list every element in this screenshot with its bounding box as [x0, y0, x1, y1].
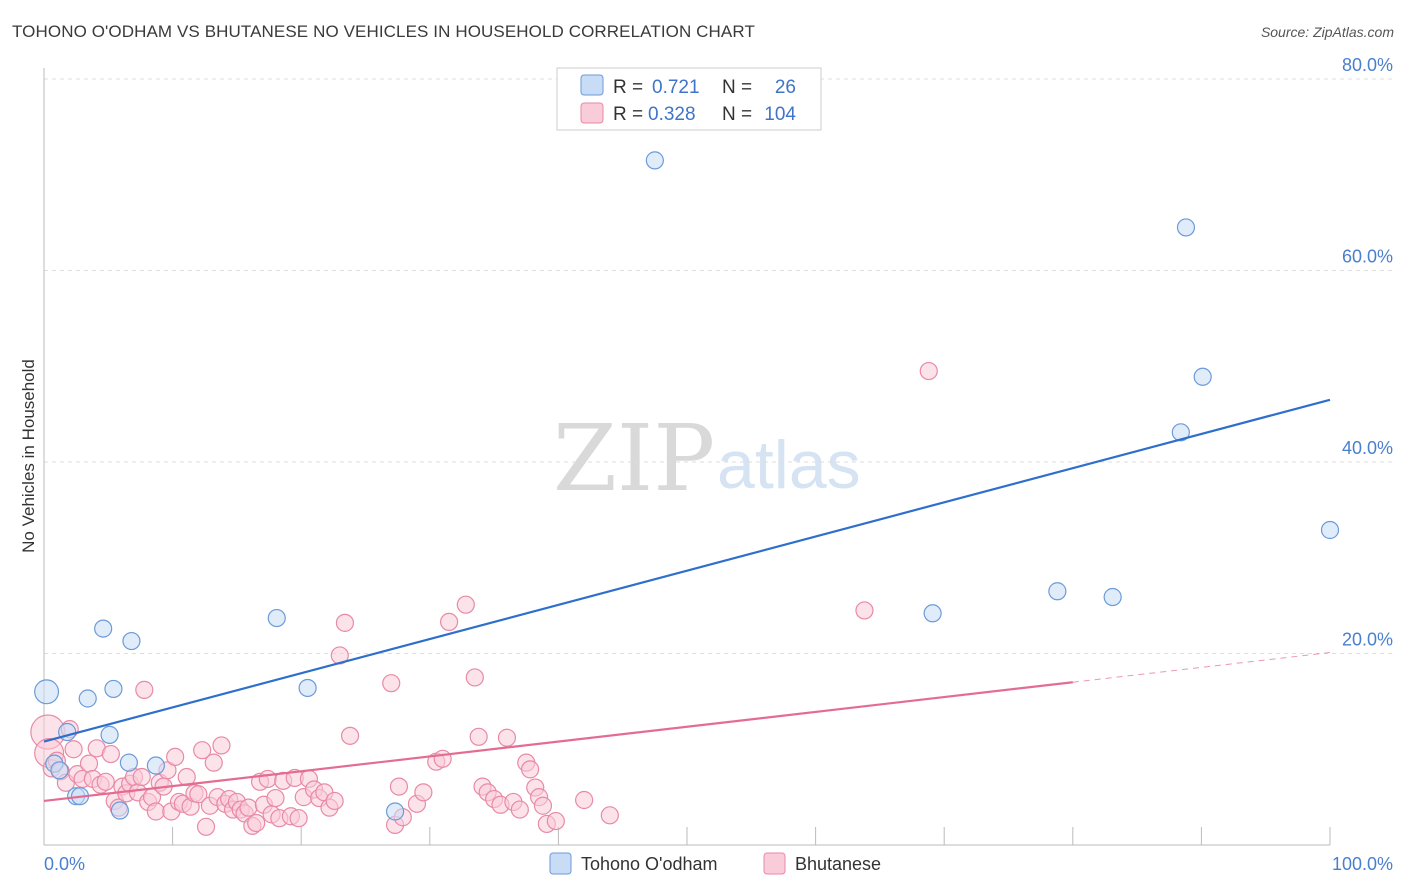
- legend-n-label-tohono: N =: [722, 77, 752, 98]
- watermark: ZIP atlas: [553, 405, 861, 512]
- bhutanese-point: [433, 749, 452, 768]
- tohono-point: [122, 631, 141, 651]
- bhutanese-point: [414, 783, 433, 802]
- bhutanese-point: [193, 741, 212, 760]
- tohono-point: [267, 608, 286, 628]
- y-tick-label: 60.0%: [1342, 247, 1393, 267]
- bhutanese-point: [325, 791, 344, 811]
- bhutanese-point: [146, 802, 165, 821]
- bottom-legend: Tohono O'odham Bhutanese: [549, 852, 881, 875]
- bhutanese-point: [469, 727, 488, 746]
- bhutanese-point: [135, 680, 154, 699]
- bhutanese-point: [340, 726, 360, 745]
- legend-swatch-bhutanese: [580, 102, 604, 124]
- legend-box: R = 0.721 N = 26 R = 0.328 N = 104: [556, 67, 822, 131]
- bhutanese-point: [64, 740, 83, 759]
- bhutanese-point: [335, 613, 355, 632]
- trendline-tohono: [43, 398, 1331, 743]
- source-label: Source: ZipAtlas.com: [1260, 24, 1394, 40]
- bhutanese-point: [247, 813, 266, 833]
- watermark-zip: ZIP: [553, 405, 715, 512]
- tohono-point: [50, 761, 69, 780]
- tohono-point: [1320, 520, 1340, 540]
- bhutanese-point: [465, 668, 484, 687]
- tohono-point: [1193, 367, 1212, 386]
- bhutanese-point: [204, 753, 223, 772]
- tohono-point: [119, 753, 138, 772]
- bhutanese-point: [456, 595, 475, 614]
- bottom-legend-label-bhutanese: Bhutanese: [795, 854, 881, 874]
- bhutanese-point: [289, 809, 308, 828]
- y-tick-labels: 20.0% 40.0% 60.0% 80.0%: [1342, 55, 1393, 650]
- y-tick-label: 80.0%: [1342, 55, 1393, 75]
- bhutanese-point: [382, 674, 401, 693]
- legend-r-label-tohono: R =: [613, 77, 643, 98]
- bhutanese-point: [132, 767, 151, 787]
- bhutanese-point: [196, 817, 216, 836]
- legend-n-label-bhutanese: N =: [722, 104, 752, 125]
- legend-r-value-tohono: 0.721: [652, 77, 700, 98]
- legend-swatch-tohono: [580, 74, 604, 96]
- tohono-point: [1176, 218, 1196, 237]
- y-axis-label: No Vehicles in Household: [19, 359, 38, 553]
- bhutanese-point: [239, 798, 258, 817]
- bhutanese-point: [533, 796, 553, 815]
- bhutanese-point: [521, 760, 540, 779]
- x-tick-label-max: 100.0%: [1332, 854, 1393, 874]
- legend-r-value-bhutanese: 0.328: [648, 104, 696, 125]
- bhutanese-point: [101, 744, 120, 764]
- legend-r-label-bhutanese: R =: [613, 104, 643, 125]
- tohono-point: [100, 725, 119, 744]
- bhutanese-point: [439, 612, 459, 632]
- chart-title: TOHONO O'ODHAM VS BHUTANESE NO VEHICLES …: [12, 22, 755, 41]
- tohono-point: [1048, 582, 1067, 601]
- bhutanese-point: [575, 790, 594, 810]
- bhutanese-point: [919, 361, 938, 381]
- bhutanese-point: [258, 769, 277, 789]
- legend-n-value-tohono: 26: [775, 77, 796, 98]
- trendline-bhutanese: [43, 681, 1073, 803]
- series-bhutanese-points: [30, 361, 938, 836]
- bhutanese-point: [79, 754, 99, 773]
- bhutanese-point: [166, 747, 185, 767]
- x-ticks: [172, 827, 1331, 845]
- y-tick-label: 40.0%: [1342, 438, 1393, 458]
- bhutanese-point: [510, 800, 529, 819]
- bhutanese-point: [266, 788, 285, 808]
- legend-n-value-bhutanese: 104: [764, 104, 796, 125]
- watermark-atlas: atlas: [717, 427, 861, 503]
- bottom-legend-label-tohono: Tohono O'odham: [581, 854, 718, 874]
- bhutanese-point: [855, 601, 874, 620]
- bhutanese-point: [497, 728, 517, 747]
- y-tick-label: 20.0%: [1342, 630, 1393, 650]
- bhutanese-point: [212, 736, 231, 755]
- tohono-point: [146, 756, 165, 775]
- tohono-point: [34, 679, 60, 705]
- trendlines: [43, 398, 1331, 803]
- bhutanese-point: [189, 785, 208, 804]
- bottom-legend-swatch-tohono: [549, 852, 572, 875]
- tohono-point: [1171, 423, 1190, 442]
- bhutanese-point: [96, 772, 115, 791]
- gridlines: [44, 78, 1393, 654]
- x-tick-label-min: 0.0%: [44, 854, 85, 874]
- bhutanese-point: [546, 811, 565, 831]
- tohono-point: [923, 604, 942, 623]
- tohono-point: [104, 679, 123, 699]
- tohono-point: [645, 151, 664, 170]
- tohono-point: [298, 678, 317, 698]
- tohono-point: [385, 802, 405, 821]
- bhutanese-point: [389, 777, 409, 796]
- tohono-point: [94, 619, 113, 638]
- bottom-legend-swatch-bhutanese: [763, 852, 786, 875]
- tohono-point: [110, 801, 129, 820]
- bhutanese-point: [600, 806, 619, 825]
- tohono-point: [78, 689, 97, 708]
- tohono-point: [1103, 587, 1122, 607]
- trendline-bhutanese-extension: [1072, 652, 1331, 683]
